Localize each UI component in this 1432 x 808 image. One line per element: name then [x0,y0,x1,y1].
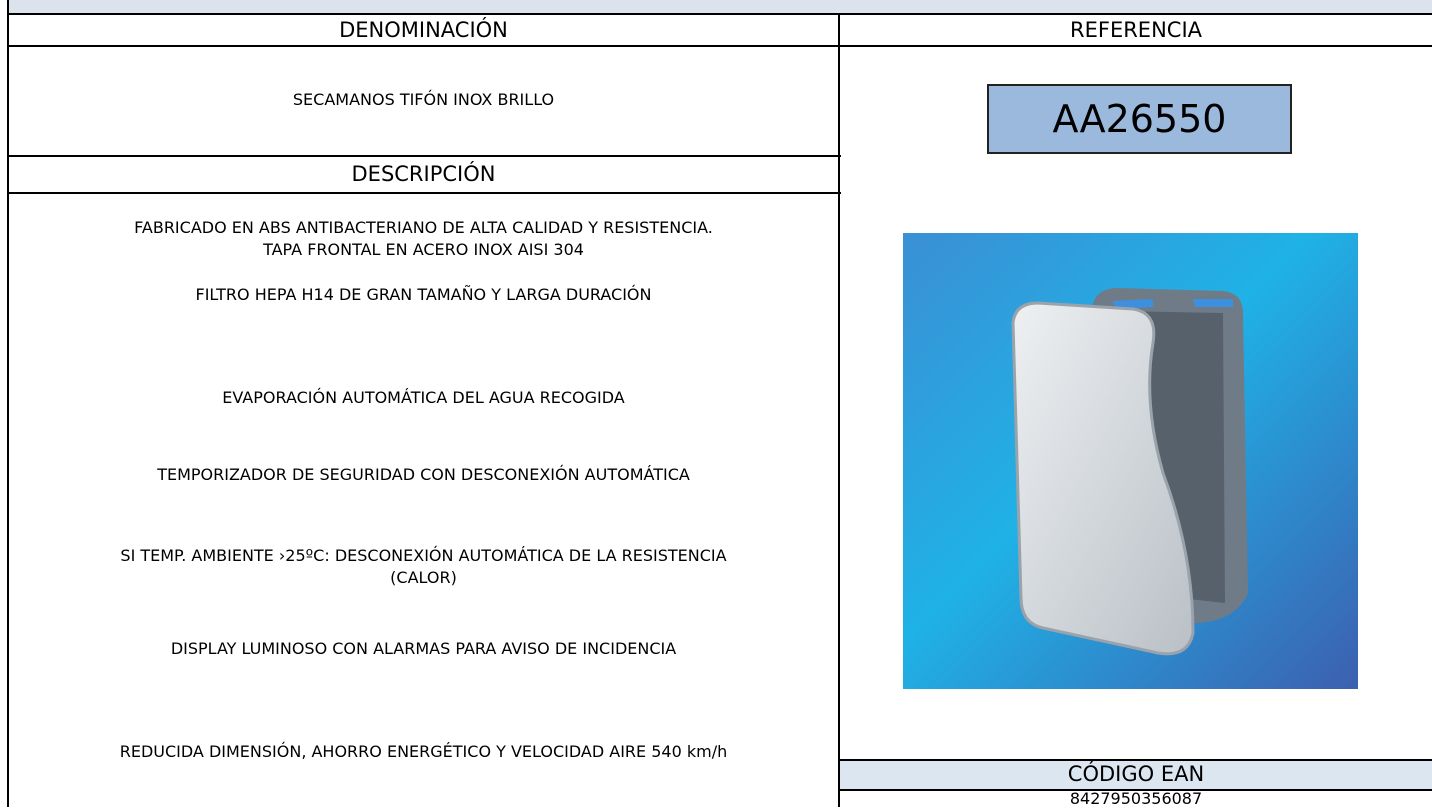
border [7,192,841,194]
border [7,45,1432,47]
border [838,759,1432,761]
description-line: FABRICADO EN ABS ANTIBACTERIANO DE ALTA … [134,218,713,259]
border [7,155,841,157]
description-line: REDUCIDA DIMENSIÓN, AHORRO ENERGÉTICO Y … [119,742,728,761]
description-line: EVAPORACIÓN AUTOMÁTICA DEL AGUA RECOGIDA [222,388,625,407]
product-image [903,233,1358,689]
top-band [8,0,1432,14]
description-line: DISPLAY LUMINOSO CON ALARMAS PARA AVISO … [170,639,677,658]
border [7,0,9,807]
reference-box: AA26550 [987,84,1292,154]
border [838,14,840,807]
header-ean: CÓDIGO EAN [1067,762,1205,786]
ean-header-bg [838,760,1432,790]
description-line: SI TEMP. AMBIENTE ›25ºC: DESCONEXIÓN AUT… [120,546,727,587]
header-reference: REFERENCIA [1070,18,1202,42]
border [838,789,1432,791]
header-description: DESCRIPCIÓN [351,162,496,186]
ean-code: 8427950356087 [1069,789,1203,808]
description-line: FILTRO HEPA H14 DE GRAN TAMAÑO Y LARGA D… [195,285,652,304]
header-name: DENOMINACIÓN [339,18,508,42]
product-name: SECAMANOS TIFÓN INOX BRILLO [292,90,555,109]
border [7,13,1432,15]
description-line: TEMPORIZADOR DE SEGURIDAD CON DESCONEXIÓ… [157,465,690,484]
